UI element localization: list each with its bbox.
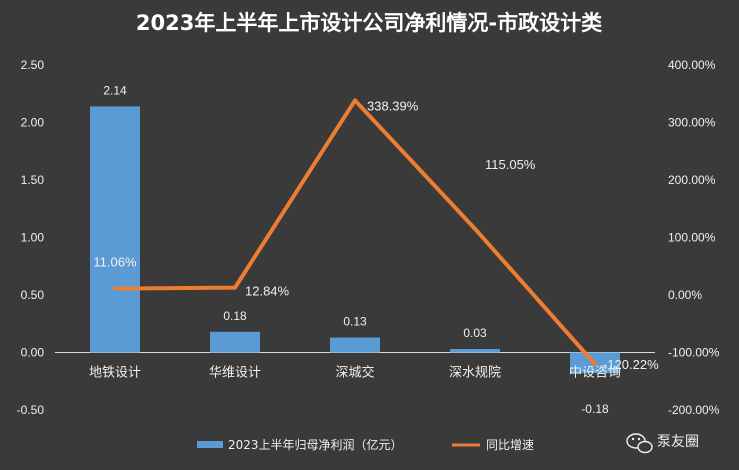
- line-point: [113, 286, 117, 291]
- chart-title: 2023年上半年上市设计公司净利情况-市政设计类: [136, 11, 603, 35]
- y-tick-label: -0.50: [17, 403, 45, 417]
- y2-tick-label: -100.00%: [668, 346, 720, 360]
- y-tick-label: 1.50: [21, 173, 45, 187]
- x-category-label: 深水规院: [449, 366, 501, 381]
- bar-data-label: 0.03: [463, 326, 487, 340]
- legend-bar-swatch: [197, 441, 223, 448]
- x-category-label: 深城交: [335, 365, 374, 381]
- legend-line-label: 同比增速: [486, 438, 534, 452]
- line-point: [353, 98, 357, 103]
- bar: [90, 106, 140, 353]
- bar: [330, 337, 380, 353]
- line-series: 11.06% 12.84% 338.39% 115.05% -120.22%: [93, 98, 659, 372]
- x-axis-categories: 地铁设计 华维设计 深城交 深水规院 中设咨询: [89, 365, 621, 381]
- legend: 2023上半年归母净利润（亿元） 同比增速: [197, 437, 534, 452]
- y-tick-label: 1.00: [21, 231, 45, 245]
- bar: [450, 349, 500, 353]
- line-point: [233, 285, 237, 290]
- legend-bar-label: 2023上半年归母净利润（亿元）: [228, 437, 403, 452]
- y2-tick-label: -200.00%: [668, 403, 720, 417]
- line-point: [593, 362, 597, 367]
- y-tick-label: 2.50: [21, 58, 45, 72]
- watermark-text: 泵友圈: [657, 434, 699, 450]
- y2-tick-label: 300.00%: [668, 116, 716, 130]
- bar-data-label: 0.18: [223, 309, 247, 323]
- line-data-label: 115.05%: [485, 157, 536, 172]
- x-category-label: 中设咨询: [569, 366, 621, 381]
- bar-data-labels: 2.14 0.18 0.13 0.03 -0.18: [103, 83, 609, 416]
- line-data-label: 338.39%: [367, 98, 419, 113]
- y2-tick-label: 400.00%: [668, 58, 716, 72]
- bar-series: [90, 106, 620, 374]
- y2-tick-label: 0.00%: [668, 288, 702, 302]
- y-tick-label: 0.00: [21, 346, 45, 360]
- y-tick-label: 2.00: [21, 116, 45, 130]
- y2-tick-label: 200.00%: [668, 173, 716, 187]
- bar: [210, 331, 260, 353]
- x-category-label: 地铁设计: [89, 366, 141, 381]
- line-data-label: 11.06%: [93, 255, 137, 270]
- line-data-label: 12.84%: [245, 284, 290, 299]
- y2-tick-label: 100.00%: [668, 231, 716, 245]
- x-category-label: 华维设计: [209, 366, 261, 381]
- y-tick-label: 0.50: [21, 288, 45, 302]
- bar-data-label: 0.13: [343, 315, 367, 329]
- y-axis-left: 2.50 2.00 1.50 1.00 0.50 0.00 -0.50: [17, 58, 45, 417]
- watermark: 泵友圈: [626, 433, 699, 454]
- y-axis-right: 400.00% 300.00% 200.00% 100.00% 0.00% -100.00…: [668, 58, 720, 417]
- bar-data-label: -0.18: [581, 402, 609, 416]
- wechat-icon: [626, 433, 653, 454]
- line-point: [473, 226, 477, 231]
- bar-data-label: 2.14: [103, 83, 127, 97]
- line-data-label: -120.22%: [603, 357, 659, 372]
